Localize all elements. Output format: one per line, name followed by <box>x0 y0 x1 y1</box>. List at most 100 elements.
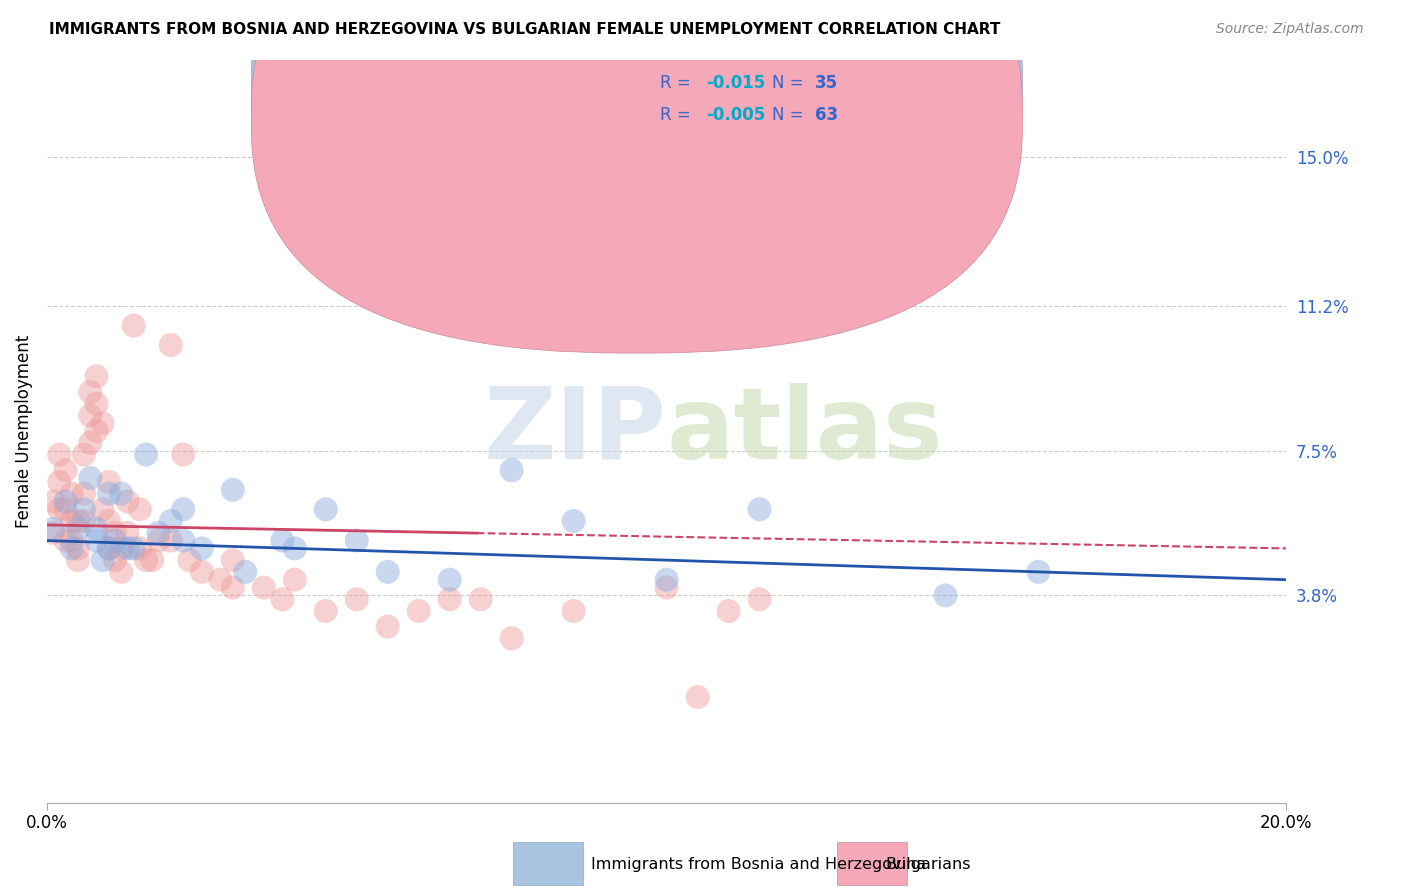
Point <box>233 565 256 579</box>
Point <box>48 502 70 516</box>
Text: Bulgarians: Bulgarians <box>886 857 972 872</box>
Text: atlas: atlas <box>666 383 943 480</box>
Text: N =: N = <box>772 74 808 93</box>
Point <box>135 553 157 567</box>
Point <box>97 514 120 528</box>
Point <box>122 541 145 556</box>
Point <box>97 475 120 489</box>
Point <box>284 573 307 587</box>
Point <box>73 514 96 528</box>
Point <box>284 541 307 556</box>
Point <box>271 592 294 607</box>
Point <box>104 533 127 548</box>
Point <box>110 565 132 579</box>
Point <box>97 541 120 556</box>
Text: 35: 35 <box>815 74 838 93</box>
Point <box>501 463 523 477</box>
Text: IMMIGRANTS FROM BOSNIA AND HERZEGOVINA VS BULGARIAN FEMALE UNEMPLOYMENT CORRELAT: IMMIGRANTS FROM BOSNIA AND HERZEGOVINA V… <box>49 22 1001 37</box>
Point <box>66 522 89 536</box>
Point <box>501 632 523 646</box>
Point <box>42 494 65 508</box>
Point <box>60 514 83 528</box>
Point <box>222 553 245 567</box>
Point <box>934 588 956 602</box>
Point <box>66 541 89 556</box>
Point <box>79 471 101 485</box>
Point <box>209 573 232 587</box>
Point <box>55 494 77 508</box>
Point <box>315 502 337 516</box>
Point <box>117 541 139 556</box>
Point <box>91 502 114 516</box>
Text: Immigrants from Bosnia and Herzegovina: Immigrants from Bosnia and Herzegovina <box>591 857 925 872</box>
Point <box>55 533 77 548</box>
Y-axis label: Female Unemployment: Female Unemployment <box>15 334 32 528</box>
Text: ZIP: ZIP <box>484 383 666 480</box>
Point <box>91 553 114 567</box>
Point <box>42 522 65 536</box>
Point <box>748 502 770 516</box>
Point <box>79 409 101 423</box>
Point <box>55 502 77 516</box>
Point <box>655 581 678 595</box>
Point <box>97 541 120 556</box>
Point <box>655 573 678 587</box>
Point <box>91 417 114 431</box>
Point <box>562 514 585 528</box>
Point <box>748 592 770 607</box>
Text: R =: R = <box>661 106 696 124</box>
Point <box>66 553 89 567</box>
Point <box>128 541 150 556</box>
Point <box>73 448 96 462</box>
Point <box>222 483 245 497</box>
Point <box>48 448 70 462</box>
Point <box>86 424 108 438</box>
Point <box>439 573 461 587</box>
Point <box>315 604 337 618</box>
Point <box>377 565 399 579</box>
Point <box>79 435 101 450</box>
Point <box>686 690 709 704</box>
Text: 63: 63 <box>815 106 838 124</box>
Point <box>42 525 65 540</box>
Point <box>439 592 461 607</box>
Point <box>1028 565 1050 579</box>
Point <box>86 369 108 384</box>
Point <box>191 565 214 579</box>
Point <box>253 581 276 595</box>
Point <box>104 553 127 567</box>
Point <box>97 486 120 500</box>
Point <box>73 486 96 500</box>
Point <box>128 502 150 516</box>
Point <box>110 541 132 556</box>
Point <box>60 486 83 500</box>
FancyBboxPatch shape <box>605 63 903 145</box>
Point <box>377 619 399 633</box>
Point <box>135 448 157 462</box>
FancyBboxPatch shape <box>252 0 1022 321</box>
Point <box>66 514 89 528</box>
Point <box>55 463 77 477</box>
Text: -0.005: -0.005 <box>706 106 765 124</box>
Point <box>160 533 183 548</box>
Point <box>408 604 430 618</box>
Point <box>148 525 170 540</box>
Point <box>86 397 108 411</box>
Point <box>172 448 194 462</box>
Point <box>148 533 170 548</box>
Point <box>48 475 70 489</box>
Point <box>470 592 492 607</box>
Point <box>73 502 96 516</box>
Point <box>179 553 201 567</box>
Point <box>122 318 145 333</box>
Point <box>141 553 163 567</box>
Point <box>104 525 127 540</box>
Point <box>86 533 108 548</box>
Point <box>717 604 740 618</box>
Text: -0.015: -0.015 <box>706 74 765 93</box>
Text: R =: R = <box>661 74 696 93</box>
Point <box>60 541 83 556</box>
Text: Source: ZipAtlas.com: Source: ZipAtlas.com <box>1216 22 1364 37</box>
Point <box>191 541 214 556</box>
Point <box>160 338 183 352</box>
